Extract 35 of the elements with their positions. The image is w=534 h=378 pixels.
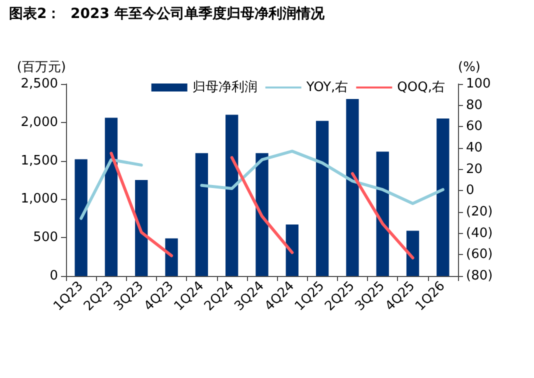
bar [135, 180, 148, 276]
y2-tick-label: 60 [466, 119, 483, 134]
y-axis-title: (百万元) [16, 60, 66, 75]
bar [195, 153, 208, 276]
y-tick-label: 1,500 [20, 153, 58, 168]
y2-tick-label: 20 [466, 162, 483, 177]
legend-label: YOY,右 [305, 80, 348, 95]
y2-tick-label: 100 [466, 76, 491, 92]
chart-title: 图表2： 2023 年至今公司单季度归母净利润情况 [9, 5, 326, 22]
bar [256, 153, 268, 276]
y-tick-label: 2,500 [20, 76, 58, 92]
y-tick-label: 0 [50, 268, 58, 284]
y2-tick-label: 80 [466, 98, 483, 113]
bar [74, 159, 88, 276]
bar [165, 238, 178, 276]
y2-tick-label: (40) [466, 226, 493, 241]
y-tick-label: 500 [33, 230, 58, 246]
y2-tick-label: (60) [466, 247, 493, 262]
y2-axis-title: (%) [458, 60, 480, 75]
bar [376, 152, 389, 276]
y-tick-label: 1,000 [20, 192, 58, 207]
bar [286, 224, 298, 276]
legend-label: QOQ,右 [397, 80, 446, 95]
y2-tick-label: 0 [466, 183, 474, 198]
bar [104, 118, 118, 276]
bar [406, 230, 420, 276]
y2-tick-label: (20) [466, 204, 493, 220]
bar [346, 97, 359, 276]
bar [316, 120, 329, 276]
bar [436, 118, 450, 276]
y2-tick-label: (80) [466, 268, 493, 284]
bar [226, 114, 238, 276]
y2-tick-label: 40 [466, 140, 483, 156]
y-tick-label: 2,000 [20, 114, 58, 130]
legend-label: 归母净利润 [192, 80, 258, 95]
